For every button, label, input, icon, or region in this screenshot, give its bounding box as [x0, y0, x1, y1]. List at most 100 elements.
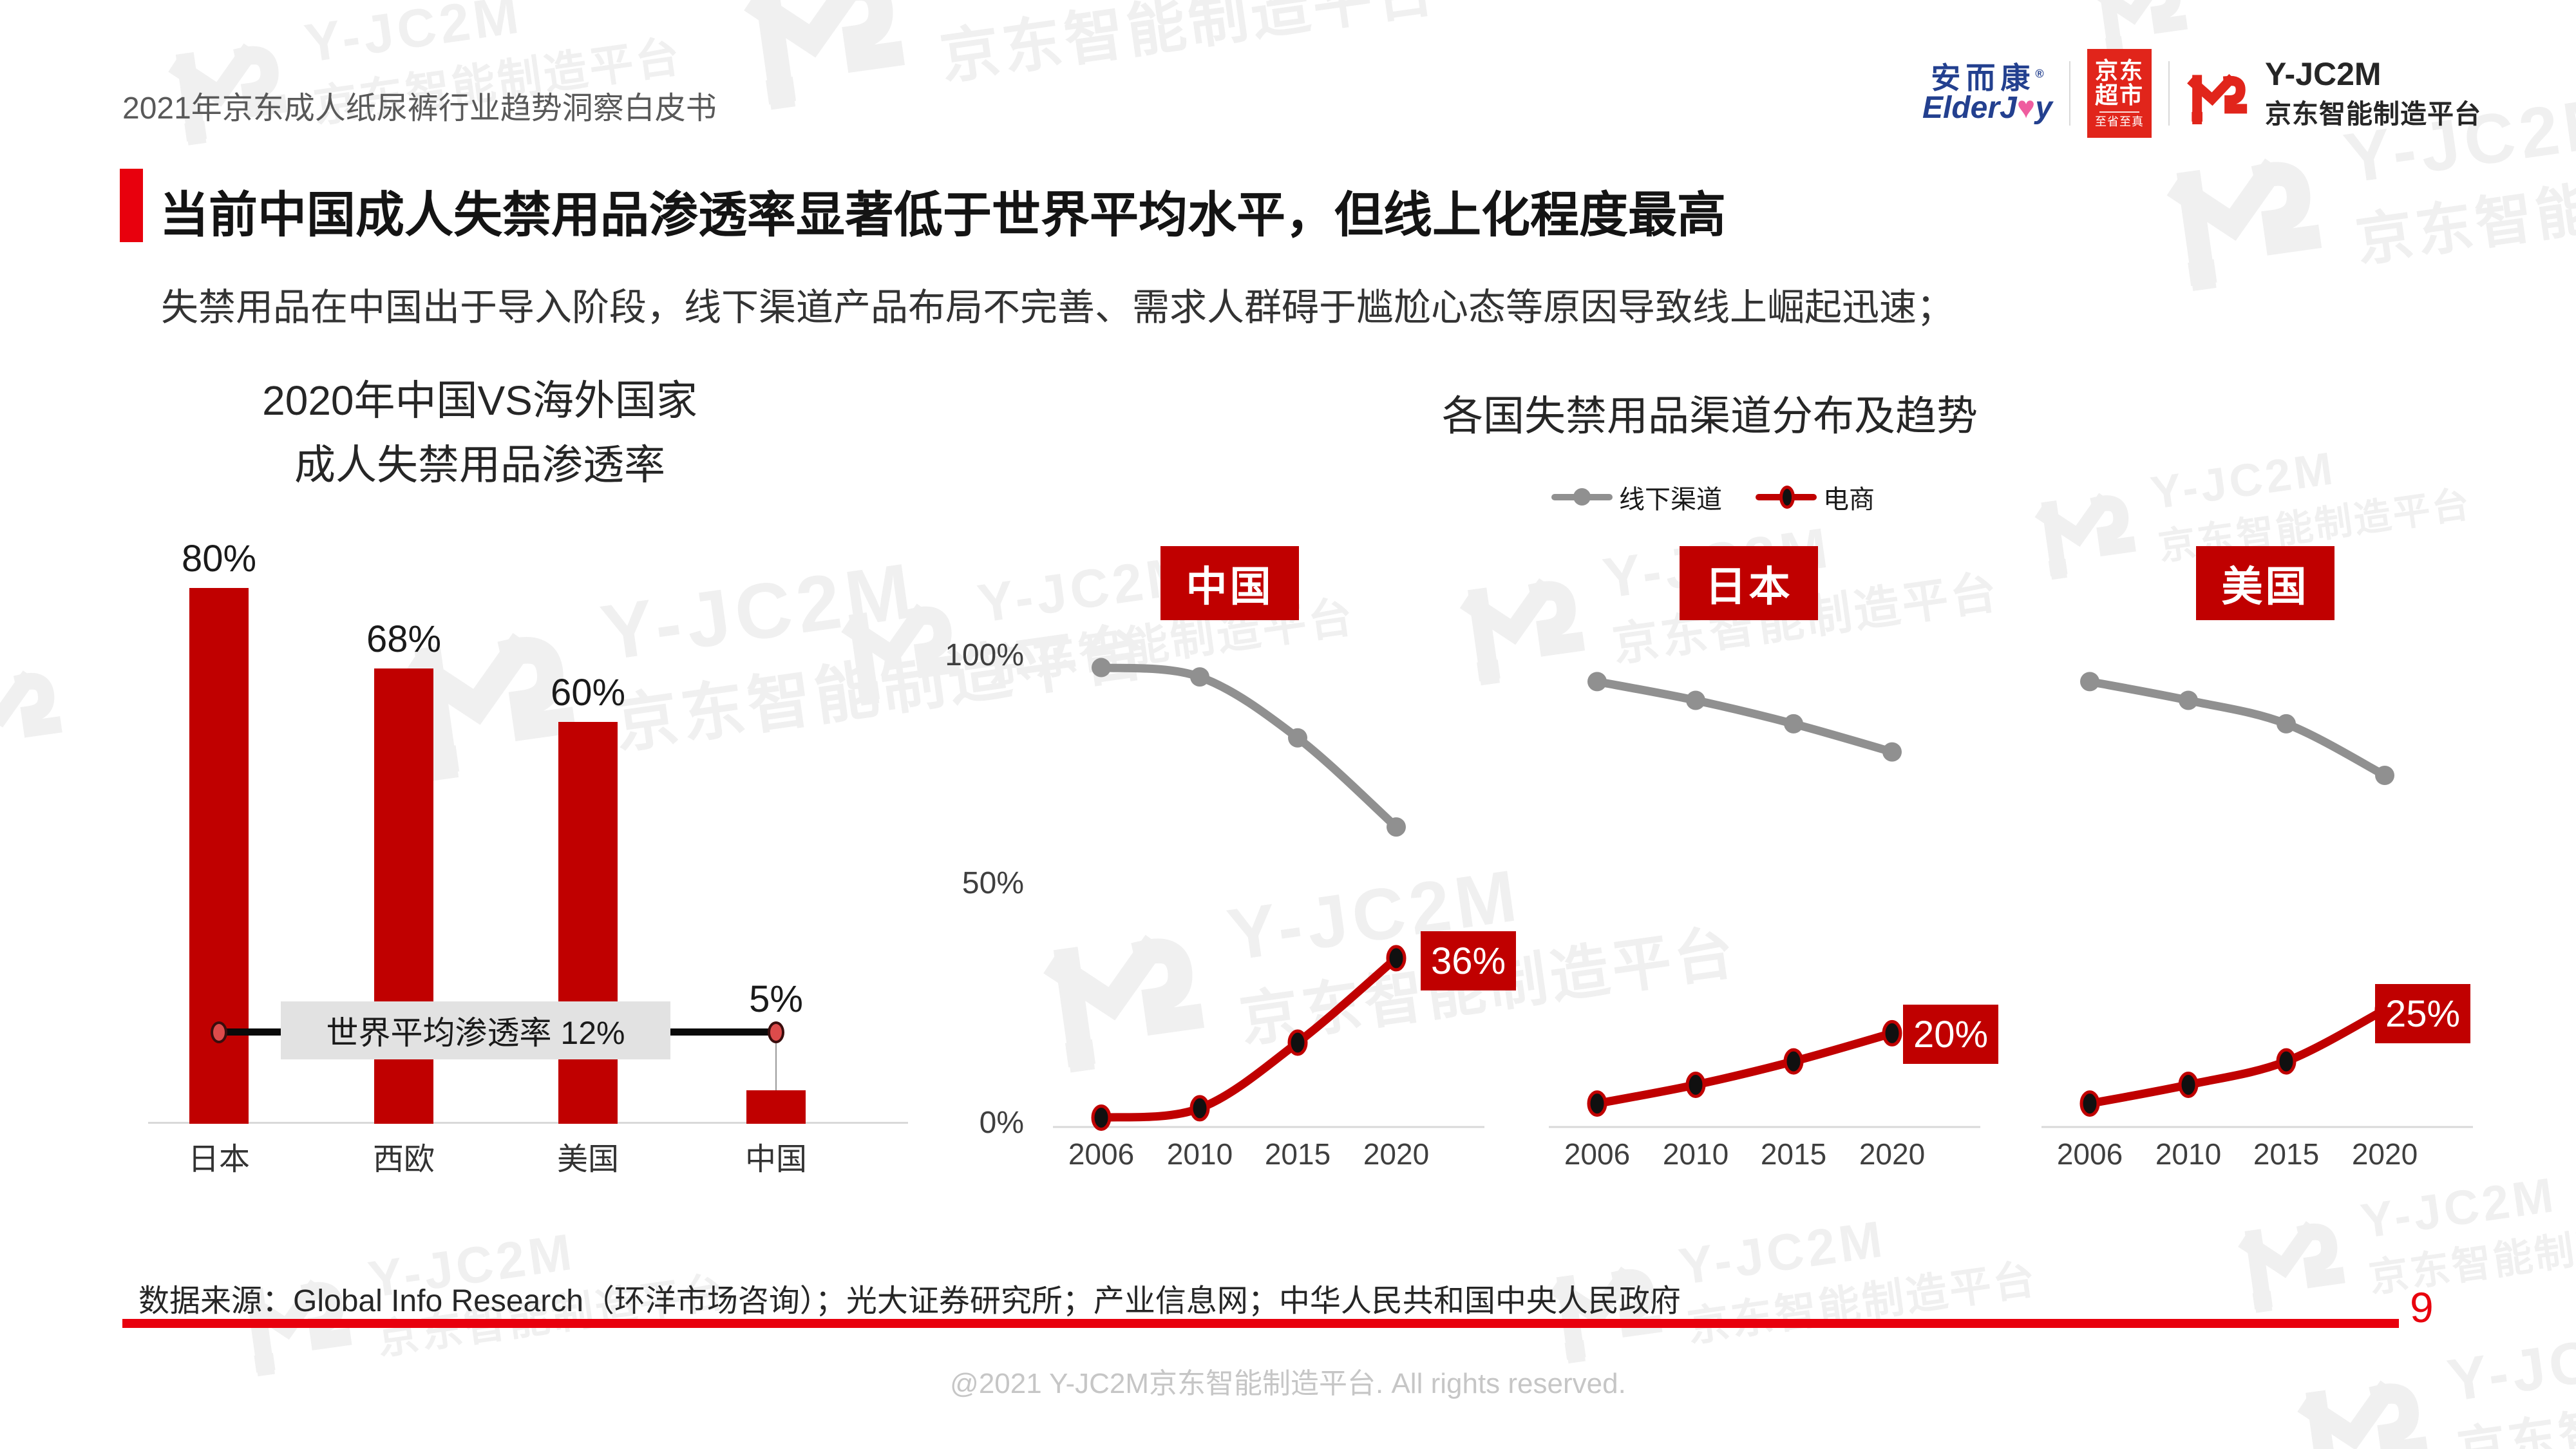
- ecommerce-value-box: 25%: [2375, 984, 2470, 1043]
- y-axis-label-50: 50%: [961, 866, 1024, 900]
- heart-icon: ♥: [2016, 91, 2036, 125]
- offline-line: [1097, 663, 1401, 831]
- world-average-label: 世界平均渗透率 12%: [281, 1001, 670, 1059]
- ecommerce-value-box: 20%: [1903, 1005, 1998, 1064]
- offline-point: [1288, 728, 1307, 748]
- ecommerce-point: [2178, 1071, 2199, 1098]
- year-label: 2020: [1859, 1137, 1925, 1171]
- source-note: 数据来源：Global Info Research（环洋市场咨询）；光大证券研究…: [138, 1284, 1681, 1318]
- ecommerce-point: [2079, 1090, 2100, 1117]
- bar-chart-title-line2: 成人失禁用品渗透率: [294, 442, 665, 488]
- ecommerce-line: [1593, 1028, 1897, 1108]
- yjc2m-logo-icon: [841, 603, 961, 708]
- year-label: 2020: [2352, 1137, 2418, 1171]
- offline-point: [2179, 690, 2198, 710]
- ecommerce-line-marker: [1756, 486, 1817, 509]
- yjc2m-logo-icon: [2297, 1380, 2429, 1449]
- watermark: [2087, 0, 2196, 57]
- yjc2m-logo-icon: [2166, 158, 2322, 294]
- ecommerce-point: [1685, 1071, 1706, 1098]
- registered-mark: ®: [2035, 67, 2044, 80]
- watermark: [0, 648, 71, 764]
- yjc2m-logo-icon: [0, 670, 62, 738]
- footer-divider: [122, 1319, 2399, 1328]
- yjc2m-logo-icon: [2238, 1221, 2345, 1314]
- ecommerce-point: [1386, 945, 1406, 972]
- year-label: 2020: [1363, 1137, 1429, 1171]
- year-label: 2006: [2057, 1137, 2123, 1171]
- offline-point: [2080, 672, 2099, 692]
- watermark: Y-JC2M京东智能制造平台: [1034, 828, 1741, 1085]
- year-label: 2010: [1167, 1137, 1233, 1171]
- elderjoy-cn: 安而康: [1931, 61, 2036, 95]
- bar-中国: [746, 1090, 806, 1124]
- world-average-dot: [211, 1021, 227, 1043]
- offline-point: [1587, 672, 1607, 692]
- ecommerce-value-box: 36%: [1421, 931, 1516, 990]
- annotation-connector: [775, 1030, 777, 1090]
- page-title: 当前中国成人失禁用品渗透率显著低于世界平均水平，但线上化程度最高: [160, 188, 1726, 243]
- legend-label-offline: 线下渠道: [1619, 486, 1722, 514]
- page-number: 9: [2410, 1283, 2434, 1331]
- year-label: 2006: [1564, 1137, 1630, 1171]
- yjc2m-logo: Y-JC2M 京东智能制造平台: [2186, 55, 2481, 131]
- elderjoy-logo: 安而康® ElderJ♥y: [1922, 63, 2052, 124]
- ecommerce-point: [2276, 1048, 2297, 1075]
- bar-category-label: 西欧: [372, 1142, 435, 1177]
- bar-美国: [558, 722, 618, 1124]
- logo-divider: [2069, 61, 2070, 126]
- bar-value-label: 60%: [550, 672, 626, 714]
- x-axis-line: [148, 1122, 908, 1124]
- elderjoy-cn-text: 安而康®: [1922, 63, 2052, 93]
- ecommerce-dot-icon: [1779, 486, 1795, 509]
- bar-category-label: 日本: [187, 1142, 250, 1177]
- offline-point: [1882, 742, 1902, 762]
- yjc2m-name: Y-JC2M: [2264, 55, 2382, 92]
- bar-value-label: 68%: [366, 618, 442, 660]
- ecommerce-point: [1587, 1090, 1607, 1117]
- watermark-sub: 京东智能制造平台: [936, 0, 1442, 92]
- yjc2m-logo-icon: [2092, 0, 2188, 57]
- ecommerce-point: [1882, 1019, 1902, 1046]
- chart-legend: 线下渠道 电商: [1352, 478, 2074, 516]
- offline-point: [2277, 714, 2296, 734]
- bar-chart: 80% 日本 68% 西欧 60% 美国 5% 中国 世界平均渗透率 12%: [148, 538, 908, 1177]
- watermark: Y-JC2M京东智能制造平台: [1452, 495, 2003, 696]
- bar-chart-title: 2020年中国VS海外国家 成人失禁用品渗透率: [119, 368, 840, 497]
- offline-point: [1092, 658, 1111, 677]
- country-box-中国: 中国: [1160, 546, 1299, 620]
- line-chart-title: 各国失禁用品渠道分布及趋势: [1442, 393, 1978, 439]
- yjc2m-logo-icon: [1459, 578, 1586, 687]
- offline-point: [1784, 714, 1803, 734]
- year-label: 2010: [1663, 1137, 1728, 1171]
- offline-dot-icon: [1573, 488, 1591, 506]
- yjc2m-logo-icon: [1043, 934, 1205, 1075]
- offline-point: [2375, 766, 2394, 785]
- offline-point: [1190, 667, 1209, 687]
- year-label: 2015: [1761, 1137, 1826, 1171]
- watermark-brand: Y-JC2M: [2443, 1314, 2576, 1414]
- yjc2m-logo-icon: [2187, 73, 2248, 124]
- offline-point: [1387, 817, 1406, 837]
- ecommerce-point: [1287, 1029, 1308, 1056]
- year-label: 2015: [2253, 1137, 2319, 1171]
- bar-chart-title-line1: 2020年中国VS海外国家: [262, 377, 697, 424]
- year-label: 2010: [2155, 1137, 2221, 1171]
- footer-copyright: @2021 Y-JC2M京东智能制造平台. All rights reserve…: [950, 1368, 1626, 1399]
- yjc2m-logo-icon: [2034, 493, 2136, 582]
- header-title: 2021年京东成人纸尿裤行业趋势洞察白皮书: [122, 91, 717, 126]
- ecommerce-point: [1783, 1048, 1804, 1075]
- brand-logos: 安而康® ElderJ♥y 京东 超市 至省至真 Y-JC2M 京东智能制造平台: [1922, 45, 2481, 142]
- logo-divider: [2168, 61, 2170, 126]
- offline-line: [1593, 677, 1897, 757]
- ecommerce-line: [1097, 954, 1401, 1122]
- ecommerce-line: [2085, 1005, 2389, 1108]
- offline-line-marker: [1551, 488, 1613, 506]
- country-box-日本: 日本: [1680, 546, 1818, 620]
